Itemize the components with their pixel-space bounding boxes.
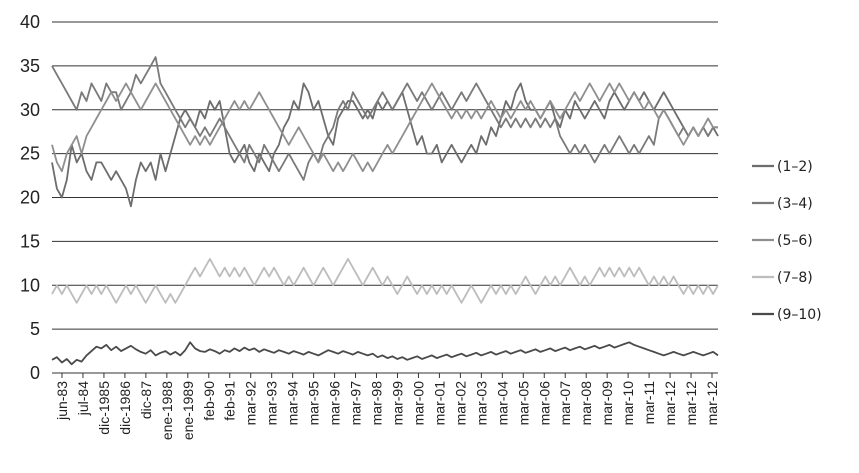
x-tick-label: mar-05 [515, 381, 531, 426]
x-tick-label: feb-91 [222, 381, 238, 421]
series-line-5 [51, 341, 719, 366]
y-tick-label: 15 [20, 231, 40, 251]
legend-label: (5–6) [777, 233, 813, 249]
legend-label: (3–4) [777, 196, 813, 212]
x-tick-label: mar-96 [327, 381, 343, 426]
legend-label: (7–8) [777, 270, 813, 286]
x-tick-label: mar-10 [620, 381, 636, 426]
grid-layer [52, 21, 718, 374]
x-tick-label: mar-95 [306, 381, 322, 426]
y-tick-label: 5 [30, 319, 40, 339]
x-tick-label: mar-92 [243, 381, 259, 426]
x-tick-label: jul-84 [75, 381, 91, 416]
axis-layer: 0 5 10 15 20 25 30 35 40 jun-83 jul-84 dic-1985 dic-… [20, 12, 720, 440]
x-tick-label: mar-99 [389, 381, 405, 426]
y-tick-label: 10 [20, 275, 40, 295]
x-tick-label: ene-1988 [159, 381, 175, 440]
y-tick-label: 0 [30, 363, 40, 383]
x-tick-label: mar-97 [348, 381, 364, 426]
x-tick-label: mar-04 [494, 381, 510, 426]
x-tick-label: mar-08 [578, 381, 594, 426]
x-tick-label: ene-1989 [180, 381, 196, 440]
series-line-1 [51, 82, 719, 208]
x-tick-label: dic-87 [138, 381, 154, 419]
legend-label: (1–2) [777, 159, 813, 175]
x-tick-label: mar-11 [641, 381, 657, 425]
x-tick-label: dic-1986 [117, 381, 133, 435]
x-tick-label: mar-01 [431, 381, 447, 426]
x-tick-label: dic-1985 [96, 381, 112, 435]
series-line-2 [51, 56, 718, 181]
legend-label: (9–10) [777, 307, 822, 323]
y-tick-label: 20 [20, 188, 40, 208]
y-tick-label: 40 [20, 12, 40, 32]
y-tick-label: 25 [20, 144, 40, 164]
x-tick-label: mar-93 [264, 381, 280, 426]
x-tick-label: jun-83 [54, 381, 70, 421]
x-tick-label: mar-12 [683, 381, 699, 426]
series-line-3 [51, 82, 718, 173]
series-line-4 [51, 257, 719, 304]
x-tick-label: mar-98 [369, 381, 385, 426]
x-tick-label: mar-12 [704, 381, 720, 426]
legend: (1–2) (3–4) (5–6) (7–8) (9–10) [752, 159, 822, 323]
x-tick-label: mar-07 [557, 381, 573, 426]
x-tick-label: mar-03 [473, 381, 489, 426]
y-tick-label: 30 [20, 100, 40, 120]
x-tick-label: mar-12 [662, 381, 678, 426]
x-tick-label: mar-06 [536, 381, 552, 426]
series-layer [51, 56, 719, 366]
x-tick-label: mar-02 [452, 381, 468, 426]
x-tick-label: mar-09 [599, 381, 615, 426]
x-tick-label: mar-94 [285, 381, 301, 426]
x-tick-label: feb-90 [201, 381, 217, 421]
y-tick-label: 35 [20, 56, 40, 76]
x-tick-label: mar-00 [410, 381, 426, 426]
